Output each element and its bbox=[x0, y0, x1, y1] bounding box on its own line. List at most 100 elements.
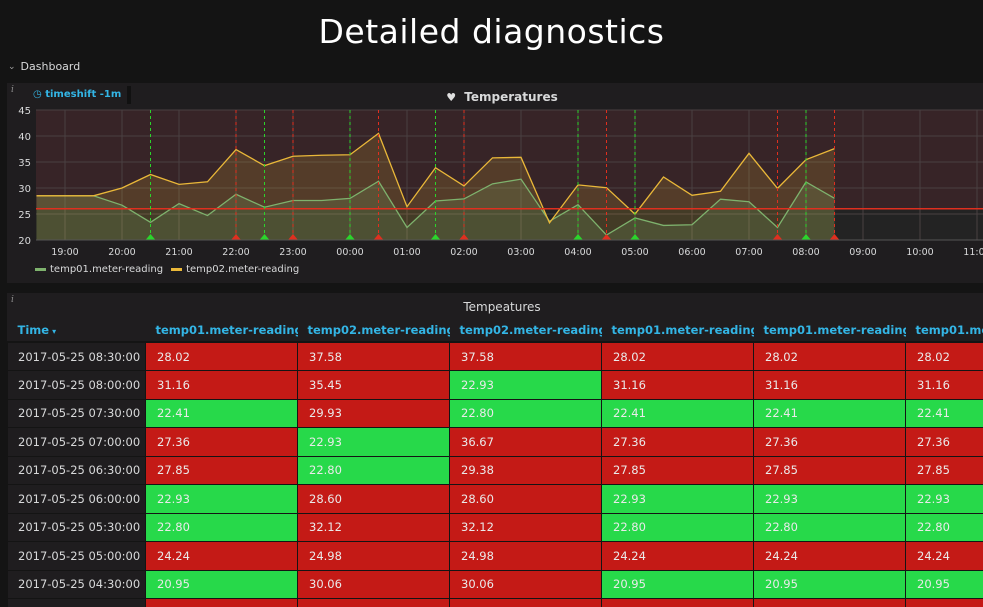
cell-value: 30.06 bbox=[449, 569, 602, 599]
annotation-marker-ok bbox=[573, 234, 583, 240]
column-header-temp01-meter-reading[interactable]: temp01.meter-reading bbox=[753, 319, 906, 343]
annotation-marker-alert bbox=[373, 234, 384, 240]
cell-time: 2017-05-25 08:30:00 bbox=[7, 341, 146, 371]
panel-info-icon[interactable]: i bbox=[11, 85, 14, 95]
cell-value: 22.93 bbox=[145, 484, 298, 514]
cell-value: 27.36 bbox=[601, 427, 754, 457]
x-tick-label: 06:00 bbox=[678, 247, 705, 258]
sort-desc-icon[interactable]: ▾ bbox=[52, 327, 57, 336]
x-tick-label: 09:00 bbox=[849, 247, 876, 258]
chart-legend: temp01.meter-reading temp02.meter-readin… bbox=[35, 264, 299, 275]
cell-value: 24.24 bbox=[601, 541, 754, 571]
table-row bbox=[7, 598, 983, 607]
cell-value: 22.80 bbox=[905, 512, 983, 542]
annotation-marker-alert bbox=[231, 234, 241, 240]
cell-value: 31.16 bbox=[601, 370, 754, 400]
y-tick-label: 35 bbox=[18, 158, 31, 169]
cell-value: 24.98 bbox=[449, 541, 602, 571]
x-tick-label: 07:00 bbox=[735, 247, 762, 258]
cell-value: 22.41 bbox=[753, 398, 906, 428]
annotation-marker-alert bbox=[459, 234, 469, 240]
table-body: 2017-05-25 08:30:00 28.02 37.58 37.58 28.02 2… bbox=[7, 341, 983, 607]
table-row: 2017-05-25 07:00:00 27.36 22.93 36.67 27.36 2… bbox=[7, 427, 983, 457]
panel-info-icon[interactable]: i bbox=[11, 295, 14, 305]
y-tick-label: 40 bbox=[18, 132, 31, 143]
x-tick-label: 10:00 bbox=[906, 247, 933, 258]
cell-value: 22.80 bbox=[449, 398, 602, 428]
temperatures-table-panel: i Tempeatures Time ▾ temp01.meter-reading t… bbox=[7, 293, 983, 607]
cell-value: 27.36 bbox=[753, 427, 906, 457]
cell-value: 32.12 bbox=[449, 512, 602, 542]
x-tick-label: 23:00 bbox=[279, 247, 306, 258]
y-tick-label: 20 bbox=[18, 236, 31, 247]
column-header-label: temp01.meter-reading bbox=[611, 323, 754, 337]
cell-value: 28.60 bbox=[449, 484, 602, 514]
cell-value: 24.24 bbox=[905, 541, 983, 571]
cell-value: 22.41 bbox=[145, 398, 298, 428]
y-tick-label: 25 bbox=[18, 210, 31, 221]
column-header-temp02-meter-reading[interactable]: temp02.meter-reading bbox=[297, 319, 450, 343]
cell-value: 27.85 bbox=[753, 455, 906, 485]
x-tick-label: 05:00 bbox=[621, 247, 648, 258]
cell-time: 2017-05-25 07:30:00 bbox=[7, 398, 146, 428]
cell-value: 20.95 bbox=[601, 569, 754, 599]
legend-swatch-temp01 bbox=[35, 268, 46, 271]
cell-value: 22.41 bbox=[601, 398, 754, 428]
cell-time: 2017-05-25 05:00:00 bbox=[7, 541, 146, 571]
column-header-temp01-meter-reading[interactable]: temp01.meter-reading bbox=[145, 319, 298, 343]
timeshift-label: ◷ timeshift -1m bbox=[33, 89, 122, 100]
page-title: Detailed diagnostics bbox=[318, 12, 665, 51]
column-header-temp02-meter-reading[interactable]: temp02.meter-reading bbox=[449, 319, 602, 343]
readings-table: Time ▾ temp01.meter-reading temp02.meter-re… bbox=[7, 319, 983, 607]
annotation-marker-ok bbox=[145, 234, 156, 240]
annotation-marker-alert bbox=[829, 234, 840, 240]
cell-value: 27.85 bbox=[145, 455, 298, 485]
legend-item-temp01[interactable]: temp01.meter-reading bbox=[35, 264, 163, 275]
cell-value: 22.41 bbox=[905, 398, 983, 428]
annotation-marker-alert bbox=[772, 234, 783, 240]
legend-item-temp02[interactable]: temp02.meter-reading bbox=[171, 264, 299, 275]
cell-value: 22.93 bbox=[449, 370, 602, 400]
separator bbox=[127, 86, 131, 104]
cell-value: 24.24 bbox=[753, 541, 906, 571]
x-tick-label: 01:00 bbox=[393, 247, 420, 258]
cell-value: 30.06 bbox=[297, 569, 450, 599]
temperatures-graph-panel: i ◷ timeshift -1m ♥ Temperatures 20 25 30 3… bbox=[7, 83, 983, 283]
cell-value: 31.16 bbox=[145, 370, 298, 400]
annotation-marker-ok bbox=[259, 234, 270, 240]
cell-value: 20.95 bbox=[145, 569, 298, 599]
table-row: 2017-05-25 05:30:00 22.80 32.12 32.12 22.80 2… bbox=[7, 512, 983, 542]
legend-swatch-temp02 bbox=[171, 268, 183, 271]
annotation-marker-alert bbox=[601, 234, 612, 240]
cell-value: 20.95 bbox=[905, 569, 983, 599]
dashboard-row-toggle[interactable]: ⌄ Dashboard bbox=[8, 60, 80, 73]
cell-value: 31.16 bbox=[753, 370, 906, 400]
chevron-down-icon: ⌄ bbox=[8, 61, 16, 72]
cell-value: 22.80 bbox=[753, 512, 906, 542]
cell-value bbox=[905, 598, 983, 607]
cell-value bbox=[753, 598, 906, 607]
column-header-temp01-meter-reading[interactable]: temp01.meter-reading bbox=[601, 319, 754, 343]
annotation-marker-ok bbox=[430, 234, 441, 240]
graph-panel-title[interactable]: ♥ Temperatures bbox=[446, 90, 558, 104]
x-tick-label: 02:00 bbox=[450, 247, 477, 258]
cell-value: 22.80 bbox=[297, 455, 450, 485]
table-row: 2017-05-25 06:30:00 27.85 22.80 29.38 27.85 2… bbox=[7, 455, 983, 485]
table-header-row: Time ▾ temp01.meter-reading temp02.meter-re… bbox=[7, 319, 983, 343]
cell-value: 28.02 bbox=[601, 341, 754, 371]
cell-time bbox=[7, 598, 146, 607]
cell-value bbox=[449, 598, 602, 607]
cell-value bbox=[145, 598, 298, 607]
cell-value: 22.93 bbox=[905, 484, 983, 514]
table-panel-title[interactable]: Tempeatures bbox=[463, 300, 541, 314]
column-header-label: temp02.meter-reading bbox=[307, 323, 450, 337]
cell-value: 28.02 bbox=[753, 341, 906, 371]
clock-icon: ◷ bbox=[33, 89, 42, 100]
table-row: 2017-05-25 08:00:00 31.16 35.45 22.93 31.16 3… bbox=[7, 370, 983, 400]
cell-value: 22.80 bbox=[145, 512, 298, 542]
column-header-time[interactable]: Time ▾ bbox=[7, 319, 146, 343]
column-header-label: temp01.meter-reading bbox=[915, 323, 983, 337]
y-tick-label: 30 bbox=[18, 184, 31, 195]
cell-value bbox=[297, 598, 450, 607]
column-header-temp01-meter-reading[interactable]: temp01.meter-reading bbox=[905, 319, 983, 343]
